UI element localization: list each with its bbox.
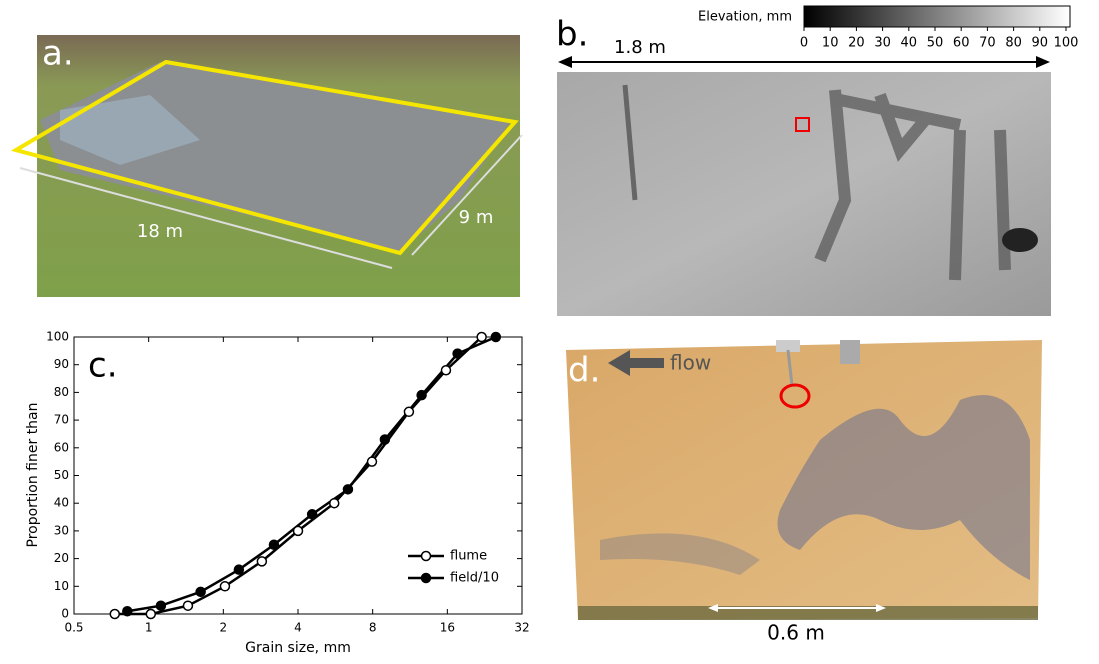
x-tick-label: 32	[514, 621, 529, 635]
dark-patch	[1002, 228, 1038, 252]
length-label: 18 m	[137, 221, 183, 242]
y-tick-label: 30	[54, 523, 69, 537]
y-tick-label: 20	[54, 551, 69, 565]
probe-mount	[840, 340, 860, 364]
data-point	[330, 499, 339, 508]
data-point	[257, 557, 266, 566]
width-label: 9 m	[459, 207, 494, 228]
data-point	[491, 333, 500, 342]
data-point	[234, 565, 243, 574]
data-point	[343, 485, 352, 494]
y-tick-label: 80	[54, 385, 69, 399]
colorbar-tick-label: 40	[901, 36, 918, 51]
length-label: 0.6 m	[767, 621, 825, 645]
data-point	[441, 366, 450, 375]
panel-c: c. Grain size, mm Proportion finer than …	[25, 330, 530, 657]
data-point	[294, 526, 303, 535]
y-tick-label: 50	[54, 468, 69, 482]
colorbar-tick-label: 30	[874, 36, 891, 51]
x-tick-label: 0.5	[64, 621, 83, 635]
x-tick-label: 2	[220, 621, 228, 635]
y-tick-label: 90	[54, 357, 69, 371]
panel-a: a. 18 m 9 m	[16, 34, 522, 298]
x-tick-label: 8	[369, 621, 377, 635]
colorbar-tick-label: 90	[1032, 36, 1049, 51]
panel-d: flow d. 0.6 m	[566, 340, 1042, 645]
y-tick-label: 100	[46, 330, 69, 344]
data-point	[269, 540, 278, 549]
colorbar-tick-label: 50	[927, 36, 944, 51]
y-tick-label: 0	[61, 607, 69, 621]
data-point	[146, 610, 155, 619]
data-point	[220, 582, 229, 591]
colorbar-tick-label: 70	[979, 36, 996, 51]
arrow-head	[558, 56, 572, 68]
panel-label: b.	[556, 15, 588, 55]
colorbar-tick-label: 100	[1054, 36, 1079, 51]
data-point	[123, 607, 132, 616]
data-point	[196, 587, 205, 596]
data-point	[367, 457, 376, 466]
legend-marker	[422, 574, 431, 583]
colorbar-tick-label: 0	[800, 36, 808, 51]
panel-label: c.	[88, 346, 118, 386]
colorbar-tick-label: 60	[953, 36, 970, 51]
arrow-head	[1036, 56, 1050, 68]
x-axis-label: Grain size, mm	[245, 640, 351, 656]
data-point	[183, 601, 192, 610]
panel-label: a.	[42, 34, 74, 74]
y-axis-label: Proportion finer than	[25, 402, 41, 547]
figure: a. 18 m 9 m b. 1.8 m Elevation, mm 01020…	[0, 0, 1099, 660]
data-point	[417, 391, 426, 400]
colorbar-tick-label: 20	[848, 36, 865, 51]
length-label: 1.8 m	[614, 37, 666, 58]
flow-label: flow	[670, 351, 711, 375]
elevation-map	[557, 72, 1051, 316]
colorbar	[804, 6, 1070, 27]
x-tick-label: 16	[440, 621, 455, 635]
x-tick-label: 1	[145, 621, 153, 635]
y-tick-label: 70	[54, 413, 69, 427]
legend-label: field/10	[450, 571, 499, 586]
data-point	[404, 407, 413, 416]
y-tick-label: 10	[54, 579, 69, 593]
y-tick-label: 40	[54, 496, 69, 510]
colorbar-title: Elevation, mm	[698, 10, 792, 25]
data-point	[477, 333, 486, 342]
legend-label: flume	[450, 549, 487, 564]
colorbar-ticks: 0 10 20 30 40 50 60 70 80 90 100	[800, 27, 1079, 51]
x-tick-label: 4	[294, 621, 302, 635]
panel-label: d.	[568, 351, 600, 391]
data-point	[110, 610, 119, 619]
data-point	[308, 510, 317, 519]
colorbar-tick-label: 10	[822, 36, 839, 51]
y-tick-label: 60	[54, 440, 69, 454]
colorbar-tick-label: 80	[1005, 36, 1022, 51]
data-point	[156, 601, 165, 610]
legend-marker	[422, 552, 431, 561]
data-point	[453, 349, 462, 358]
panel-b: b. 1.8 m Elevation, mm 0 10 20 30 40 50 60 70 80…	[556, 6, 1078, 316]
data-point	[380, 435, 389, 444]
